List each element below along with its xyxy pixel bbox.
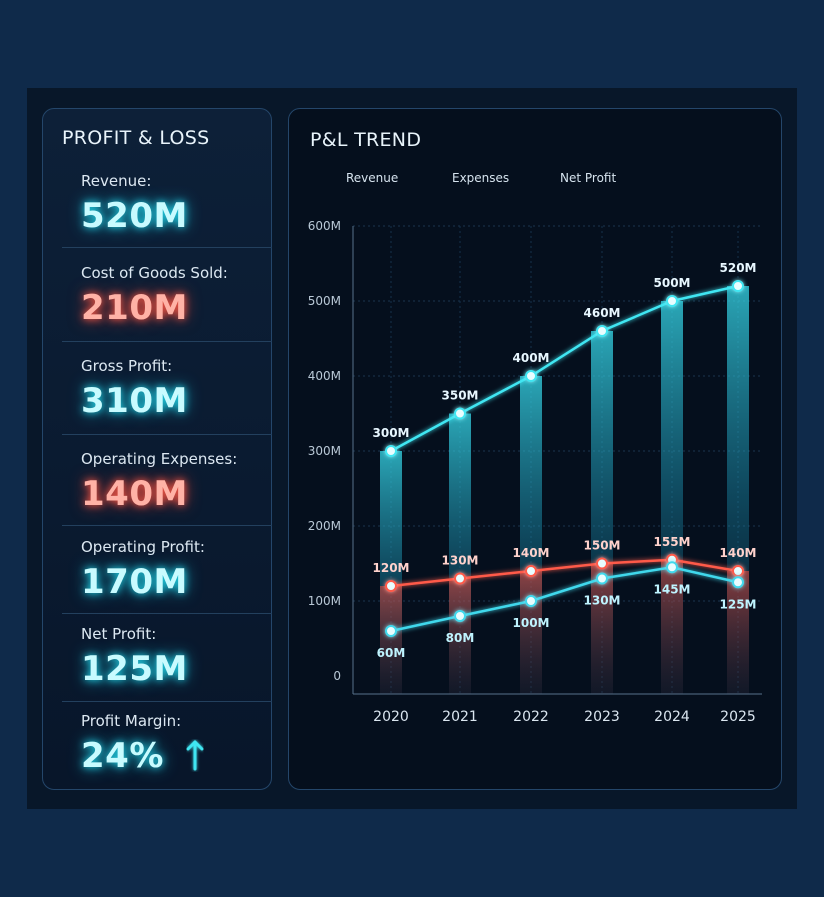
y-tick-label: 100M <box>308 594 341 608</box>
kpi-value: 125M <box>81 649 188 689</box>
revenue-point <box>596 325 608 337</box>
x-tick-label: 2024 <box>654 709 690 725</box>
kpi-value: 24% <box>81 736 164 776</box>
net-profit-line <box>390 565 739 633</box>
legend-label: Revenue <box>346 171 398 185</box>
divider <box>62 434 272 435</box>
expenses-point <box>454 572 466 585</box>
revenue-point <box>385 445 397 457</box>
net-profit-data-label: 145M <box>654 582 691 596</box>
expenses-bar <box>449 578 471 694</box>
expenses-bar <box>727 571 749 694</box>
revenue-data-label: 300M <box>373 426 410 440</box>
net-profit-data-label: 125M <box>720 597 757 611</box>
kpi-operating-profit: Operating Profit: 170M <box>81 538 261 602</box>
kpi-value: 170M <box>81 562 188 602</box>
net-profit-point <box>596 572 608 585</box>
profit-loss-panel <box>42 108 272 790</box>
divider <box>62 613 272 614</box>
revenue-point <box>454 407 466 420</box>
kpi-operating-expenses: Operating Expenses: 140M <box>81 450 261 514</box>
kpi-label: Net Profit: <box>81 625 157 643</box>
expenses-data-label: 140M <box>720 546 757 560</box>
kpi-label: Gross Profit: <box>81 357 173 375</box>
x-tick-label: 2021 <box>442 709 478 725</box>
kpi-cogs: Cost of Goods Sold: 210M <box>81 264 261 328</box>
expenses-point <box>385 580 397 592</box>
arrow-up-icon <box>186 740 204 771</box>
expenses-bar <box>520 571 542 694</box>
y-tick-label: 600M <box>308 219 341 233</box>
kpi-label: Cost of Goods Sold: <box>81 264 228 282</box>
kpi-value: 310M <box>81 381 188 421</box>
revenue-data-label: 350M <box>442 389 479 403</box>
revenue-point <box>666 295 678 307</box>
divider <box>62 247 272 248</box>
y-tick-label: 0 <box>333 669 341 683</box>
legend-label: Net Profit <box>560 171 616 185</box>
net-profit-data-label: 100M <box>513 616 550 630</box>
x-tick-label: 2025 <box>720 709 756 725</box>
expenses-point <box>596 557 608 570</box>
revenue-data-label: 400M <box>513 351 550 365</box>
expenses-point <box>732 565 744 577</box>
expenses-point <box>525 565 537 577</box>
kpi-value: 140M <box>81 474 188 514</box>
expenses-data-label: 150M <box>584 539 621 553</box>
expenses-line <box>390 558 739 588</box>
net-profit-point <box>454 610 466 622</box>
kpi-label: Profit Margin: <box>81 712 182 730</box>
net-profit-data-label: 130M <box>584 594 621 608</box>
kpi-label: Operating Profit: <box>81 538 205 556</box>
expenses-data-label: 130M <box>442 554 479 568</box>
y-tick-label: 300M <box>308 444 341 458</box>
profit-loss-title: PROFIT & LOSS <box>62 127 210 149</box>
kpi-revenue: Revenue: 520M <box>81 172 261 236</box>
expenses-data-label: 155M <box>654 535 691 549</box>
kpi-net-profit: Net Profit: 125M <box>81 625 261 689</box>
revenue-data-label: 460M <box>584 306 621 320</box>
net-profit-point <box>732 576 744 589</box>
chart-title: P&L TREND <box>310 129 422 151</box>
divider <box>62 525 272 526</box>
kpi-value: 210M <box>81 288 188 328</box>
x-tick-label: 2020 <box>373 709 409 725</box>
y-tick-label: 200M <box>308 519 341 533</box>
legend-label: Expenses <box>452 171 509 185</box>
divider <box>62 341 272 342</box>
expenses-bar <box>380 586 402 694</box>
revenue-line <box>390 284 739 453</box>
divider <box>62 701 272 702</box>
kpi-label: Operating Expenses: <box>81 450 238 468</box>
kpi-label: Revenue: <box>81 172 152 190</box>
kpi-gross-profit: Gross Profit: 310M <box>81 357 261 421</box>
revenue-point <box>732 280 744 292</box>
expenses-data-label: 140M <box>513 546 550 560</box>
revenue-data-label: 520M <box>720 261 757 275</box>
expenses-bar <box>591 563 613 694</box>
expenses-bar <box>661 559 683 694</box>
kpi-value: 520M <box>81 196 188 236</box>
y-tick-label: 500M <box>308 294 341 308</box>
net-profit-data-label: 60M <box>377 646 406 660</box>
net-profit-point <box>666 561 678 574</box>
net-profit-point <box>525 595 537 607</box>
revenue-point <box>525 370 537 382</box>
x-tick-label: 2023 <box>584 709 620 725</box>
expenses-data-label: 120M <box>373 561 410 575</box>
y-tick-label: 400M <box>308 369 341 383</box>
net-profit-data-label: 80M <box>446 631 475 645</box>
kpi-profit-margin: Profit Margin: 24% <box>81 712 261 776</box>
revenue-data-label: 500M <box>654 276 691 290</box>
net-profit-point <box>385 625 397 637</box>
x-tick-label: 2022 <box>513 709 549 725</box>
